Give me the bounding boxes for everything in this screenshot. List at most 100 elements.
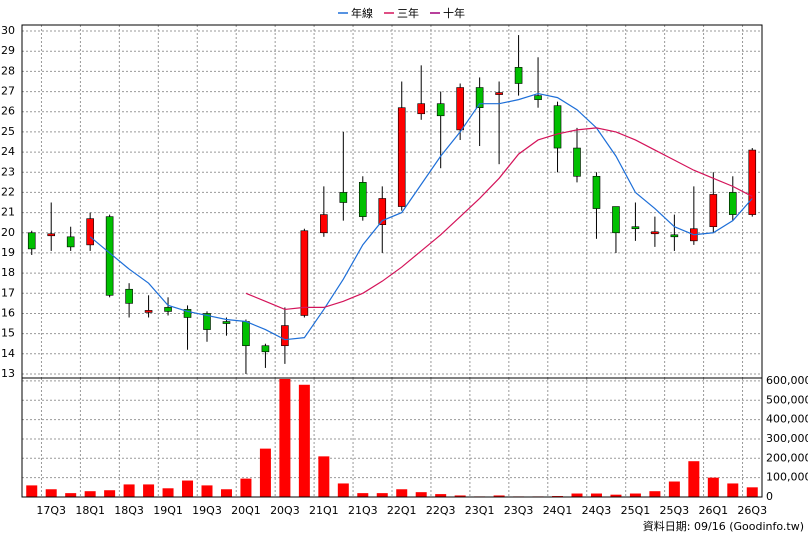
y-tick-label: 13 [1, 367, 15, 380]
y-tick-label: 29 [1, 44, 15, 57]
x-tick-label: 19Q1 [153, 504, 183, 517]
volume-bar [415, 492, 427, 497]
candle-body [709, 194, 718, 228]
candle-body [86, 218, 94, 246]
candle-body [436, 103, 445, 117]
candle-body [358, 182, 367, 217]
legend-label: 年線 [351, 6, 373, 20]
candle-body [475, 87, 484, 109]
volume-bar [454, 495, 466, 497]
x-tick-label: 22Q1 [387, 504, 417, 517]
y-tick-label: 14 [1, 347, 15, 360]
candle-body [670, 234, 679, 238]
volume-bar [123, 484, 135, 497]
y-tick-label: 18 [1, 266, 15, 279]
x-tick-label: 18Q1 [75, 504, 105, 517]
y-tick-label: 21 [1, 206, 15, 219]
candle-body [534, 95, 542, 100]
candle-body [456, 87, 464, 131]
candle-body [125, 288, 133, 304]
volume-bar [143, 484, 155, 497]
y-tick-label: 300,000 [766, 432, 808, 445]
y-tick-label: 22 [1, 185, 15, 198]
volume-bar [376, 493, 388, 497]
x-tick-label: 22Q3 [426, 504, 456, 517]
candle-body [242, 321, 250, 347]
volume-bar [220, 489, 232, 497]
candle-body [281, 325, 289, 347]
candle-body [105, 216, 114, 296]
x-tick-label: 18Q3 [114, 504, 144, 517]
x-tick-label: 25Q1 [621, 504, 651, 517]
y-tick-label: 500,000 [766, 393, 808, 406]
y-tick-label: 27 [1, 85, 15, 98]
y-tick-label: 0 [766, 490, 773, 503]
candle-body [612, 206, 620, 234]
volume-bar [84, 491, 96, 497]
volume-bar [571, 493, 583, 497]
volume-bar [45, 489, 57, 497]
ma-line [245, 127, 753, 311]
candle-body [47, 233, 56, 237]
x-tick-label: 26Q3 [737, 504, 767, 517]
x-tick-label: 25Q3 [660, 504, 690, 517]
x-tick-label: 20Q3 [270, 504, 300, 517]
y-tick-label: 600,000 [766, 374, 808, 387]
y-tick-label: 17 [1, 286, 15, 299]
x-tick-label: 23Q3 [504, 504, 534, 517]
y-tick-label: 24 [1, 145, 15, 158]
volume-bar [337, 483, 349, 497]
volume-bar [65, 493, 77, 497]
volume-bar [610, 494, 622, 497]
y-tick-label: 23 [1, 165, 15, 178]
y-tick-label: 16 [1, 306, 15, 319]
x-tick-label: 24Q1 [543, 504, 573, 517]
legend-label: 十年 [443, 6, 465, 20]
candle-body [417, 103, 426, 115]
volume-bar [182, 480, 194, 497]
candle-body [164, 307, 172, 312]
candle-body [573, 147, 581, 177]
x-tick-label: 20Q1 [231, 504, 261, 517]
volume-bar [162, 488, 174, 497]
volume-bar [688, 461, 700, 497]
y-tick-label: 200,000 [766, 451, 808, 464]
candle-body [183, 309, 192, 318]
legend: 年線 三年 十年 [338, 6, 465, 20]
volume-bar [104, 490, 116, 497]
x-tick-label: 19Q3 [192, 504, 222, 517]
candle-body [339, 192, 348, 203]
y-tick-label: 20 [1, 226, 15, 239]
volume-bar [357, 493, 369, 497]
x-tick-label: 21Q3 [348, 504, 378, 517]
candle-body [27, 232, 36, 250]
x-tick-label: 17Q3 [36, 504, 66, 517]
candle-body [748, 149, 757, 215]
legend-label: 三年 [397, 6, 419, 20]
y-tick-label: 26 [1, 105, 15, 118]
volume-bar [668, 481, 680, 497]
candle-body [592, 175, 601, 209]
y-tick-label: 25 [1, 125, 15, 138]
candle-body [553, 105, 562, 149]
y-tick-label: 28 [1, 64, 15, 77]
candle-body [631, 226, 640, 230]
y-tick-label: 400,000 [766, 413, 808, 426]
candle-body [397, 107, 406, 207]
ma-line [89, 92, 753, 341]
volume-bar [629, 493, 641, 497]
candle-body [222, 321, 231, 324]
candle-body [728, 192, 737, 215]
panel-frame [21, 377, 763, 498]
x-tick-label: 26Q1 [698, 504, 728, 517]
volume-bar [727, 483, 739, 497]
volume-bar [707, 477, 719, 497]
volume-bar [318, 456, 330, 497]
volume-bar [435, 494, 447, 497]
volume-bar [298, 384, 310, 497]
volume-bar [396, 489, 408, 497]
candle-body [514, 67, 523, 84]
y-tick-label: 30 [1, 24, 15, 37]
